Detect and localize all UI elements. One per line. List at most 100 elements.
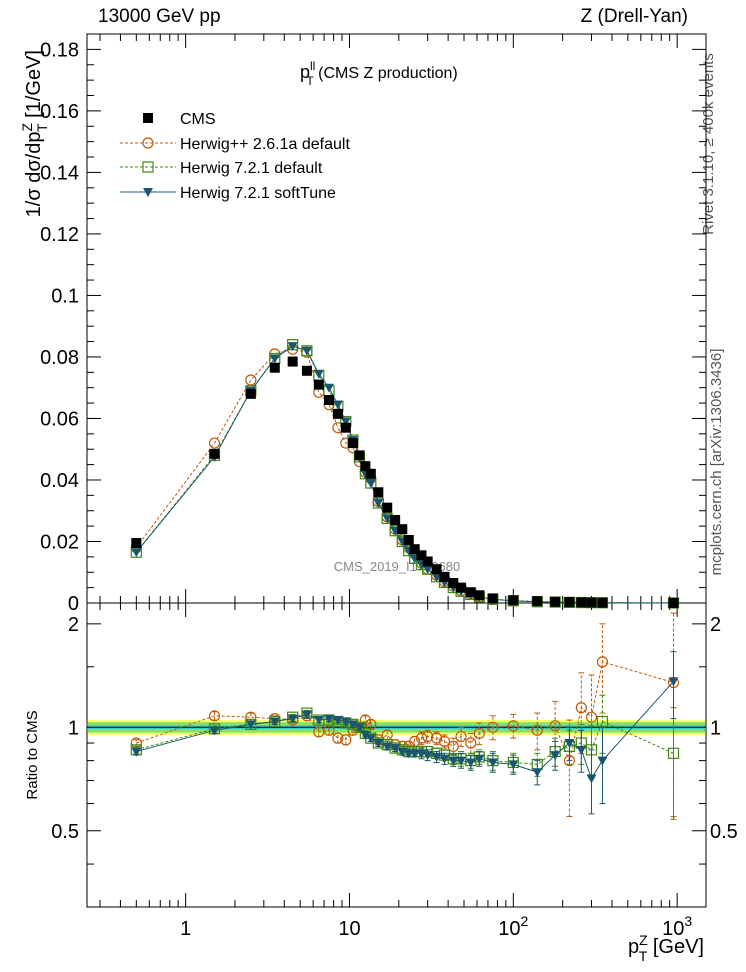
ratio-xtick-label: 10 — [338, 918, 360, 940]
point-cms — [456, 582, 467, 593]
ratio-ylabel: Ratio to CMS — [24, 710, 41, 799]
main-ytick-label: 0.14 — [40, 162, 79, 184]
point-cms — [245, 388, 256, 399]
ratio-ytick-label-left: 1 — [68, 717, 79, 739]
ratio-point-herwig-7-2-1-softtune — [668, 677, 679, 687]
ratio-point-herwig-7-2-1-softtune — [269, 717, 280, 727]
point-cms — [390, 514, 401, 525]
ratio-point-herwig-7-2-1-softtune — [409, 749, 420, 759]
point-cms — [508, 595, 519, 606]
ratio-point-herwig-2-6-1a-default — [438, 735, 451, 747]
ratio-point-herwig-7-2-1-softtune — [564, 739, 575, 749]
point-cms — [301, 365, 312, 376]
point-cms — [550, 596, 561, 607]
ratio-point-herwig-7-2-1-softtune — [313, 716, 324, 726]
ratio-point-herwig-2-6-1a-default — [455, 730, 467, 743]
ratio-point-herwig-7-2-1-softtune — [422, 751, 433, 761]
ratio-point-herwig-7-2-1-softtune — [431, 752, 442, 762]
point-herwig-2-6-1a-default — [245, 374, 257, 386]
ratio-series-herwig-7-2-1-softtune — [131, 651, 679, 815]
point-herwig-7-2-1-softtune — [301, 346, 312, 356]
ratio-point-herwig-7-2-1-softtune — [340, 717, 351, 727]
point-cms — [332, 408, 343, 419]
header-left: 13000 GeV pp — [98, 6, 221, 27]
point-herwig-7-2-1-softtune — [422, 565, 433, 575]
main-ytick-label: 0.08 — [40, 347, 79, 369]
point-herwig-7-2-1-softtune — [365, 479, 376, 489]
main-ytick-label: 0.18 — [40, 39, 79, 61]
ratio-point-herwig-7-2-1-softtune — [508, 760, 519, 770]
ratio-ytick-label-left: 2 — [68, 614, 79, 636]
point-cms — [487, 593, 498, 604]
legend-label-cms: CMS — [180, 111, 216, 128]
point-cms — [416, 550, 427, 561]
point-cms — [131, 538, 142, 549]
point-cms — [668, 597, 679, 608]
ratio-point-herwig-2-6-1a-default — [430, 732, 443, 744]
ratio-point-herwig-7-2-1-softtune — [382, 742, 393, 752]
ratio-point-herwig-2-6-1a-default — [596, 656, 609, 668]
point-cms — [313, 379, 324, 390]
point-herwig-7-2-1-softtune — [431, 572, 442, 582]
point-cms — [287, 356, 298, 367]
ratio-xlabel: pZ T [GeV] — [628, 932, 704, 964]
point-cms — [597, 597, 608, 608]
main-ytick-label: 0.16 — [40, 101, 79, 123]
ratio-point-herwig-2-6-1a-default — [507, 720, 519, 732]
ratio-point-herwig-7-2-1-softtune — [456, 756, 467, 766]
ratio-point-herwig-7-2-1-softtune — [131, 747, 142, 757]
chart-title: pll T (CMS Z production) — [300, 59, 458, 88]
ratio-point-herwig-7-2-1-softtune — [576, 745, 587, 755]
ratio-point-herwig-7-2-1-softtune — [439, 754, 450, 764]
point-cms — [439, 571, 450, 582]
point-cms — [564, 597, 575, 608]
ratio-point-herwig-2-6-1a-default — [473, 727, 485, 740]
ratio-point-herwig-7-2-1-softtune — [287, 714, 298, 724]
point-cms — [347, 438, 358, 449]
ratio-point-herwig-7-2-1-softtune — [532, 768, 543, 778]
ratio-point-herwig-7-2-1-default — [596, 715, 609, 728]
ratio-point-herwig-7-2-1-softtune — [360, 730, 371, 740]
point-herwig-2-6-1a-default — [208, 437, 221, 449]
point-cms — [360, 461, 371, 472]
point-herwig-7-2-1-softtune — [382, 514, 393, 524]
ratio-ytick-label-right: 2 — [710, 614, 721, 636]
point-cms — [269, 362, 280, 373]
ratio-point-herwig-7-2-1-softtune — [474, 754, 485, 764]
ratio-ytick-label-right: 1 — [710, 717, 721, 739]
point-cms — [474, 590, 485, 601]
legend-marker-herwig-7-2-1-softtune — [143, 188, 153, 197]
point-cms — [403, 534, 414, 545]
header-right: Z (Drell-Yan) — [580, 6, 688, 27]
point-herwig-7-2-1-softtune — [313, 369, 324, 379]
point-cms — [324, 395, 335, 406]
ratio-point-herwig-7-2-1-softtune — [245, 720, 256, 730]
ratio-series-herwig-2-6-1a-default — [130, 612, 680, 818]
main-ytick-label: 0.1 — [51, 285, 79, 307]
ratio-xtick-label: 1 — [180, 918, 191, 940]
ratio-point-herwig-7-2-1-default — [667, 747, 680, 759]
point-cms — [397, 524, 408, 535]
main-ylabel: 1/σ dσ/dpZT [1/GeV] — [19, 50, 50, 217]
point-cms — [382, 502, 393, 513]
ratio-point-herwig-7-2-1-softtune — [332, 716, 343, 726]
legend-label-herwig-7-2-1-default: Herwig 7.2.1 default — [180, 160, 323, 177]
ratio-ytick-label-right: 0.5 — [710, 821, 738, 843]
ratio-point-herwig-2-6-1a-default — [340, 734, 352, 746]
point-herwig-7-2-1-softtune — [324, 383, 335, 393]
point-cms — [431, 564, 442, 575]
point-cms — [532, 596, 543, 607]
main-ytick-label: 0 — [68, 593, 79, 615]
ratio-point-herwig-7-2-1-softtune — [354, 723, 365, 733]
ratio-point-herwig-7-2-1-softtune — [586, 774, 597, 784]
ratio-point-herwig-2-6-1a-default — [208, 710, 221, 722]
point-cms — [409, 544, 420, 555]
point-herwig-7-2-1-softtune — [287, 342, 298, 352]
ratio-point-herwig-2-6-1a-default — [465, 737, 477, 749]
legend-label-herwig-7-2-1-softtune: Herwig 7.2.1 softTune — [180, 185, 336, 202]
ratio-series-herwig-7-2-1-default — [130, 694, 680, 820]
ratio-point-herwig-7-2-1-softtune — [390, 744, 401, 754]
legend-marker-herwig-7-2-1-default — [142, 161, 154, 173]
point-cms — [422, 556, 433, 567]
